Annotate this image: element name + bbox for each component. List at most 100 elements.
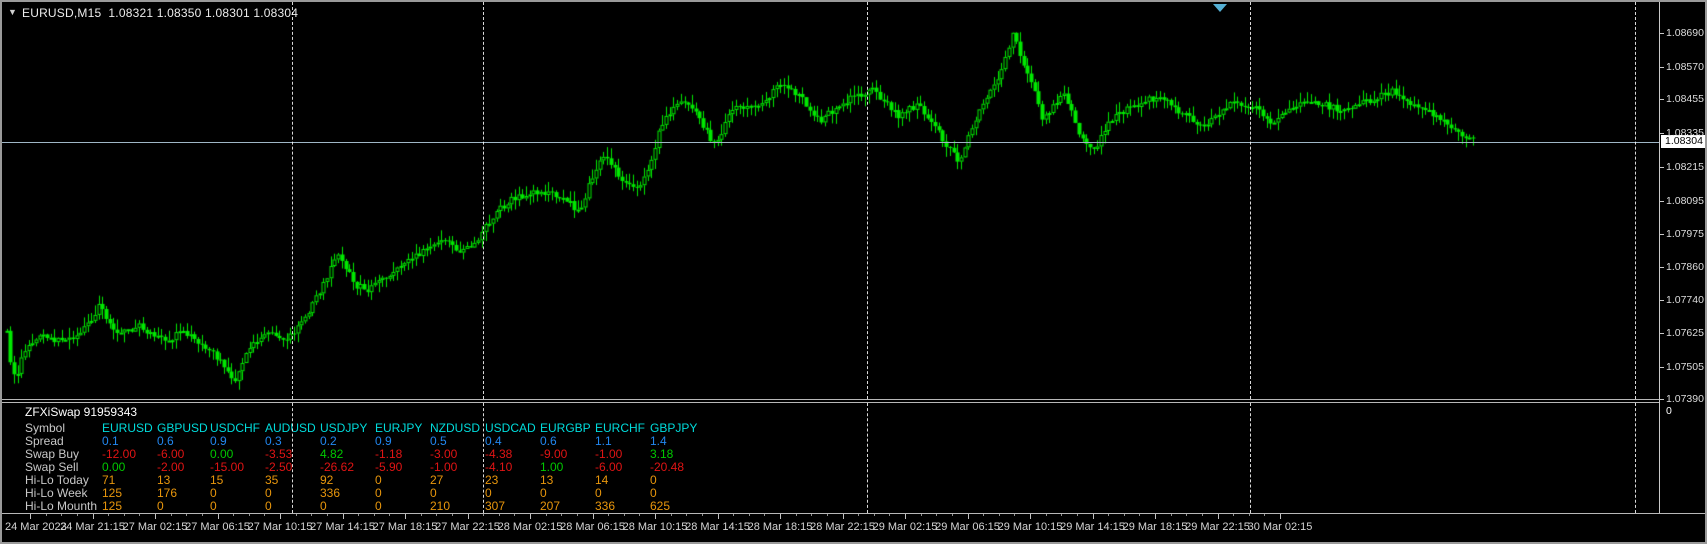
time-axis-tick <box>280 514 281 519</box>
current-price-box: 1.08304 <box>1661 135 1705 148</box>
period-separator <box>483 403 484 513</box>
price-axis-tick <box>1660 234 1664 236</box>
time-axis-label: 27 Mar 02:15 <box>122 521 188 533</box>
table-cell: -6.00 <box>595 460 623 474</box>
table-cell: NZDUSD <box>430 421 480 435</box>
price-axis-label: 1.07975 <box>1666 228 1704 241</box>
time-axis-minor-tick <box>671 514 672 516</box>
time-axis-tick <box>1280 514 1281 519</box>
table-cell: 0.2 <box>320 434 337 448</box>
table-cell: 0.00 <box>102 460 126 474</box>
table-cell: 35 <box>265 473 279 487</box>
table-row-label: Symbol <box>25 421 66 435</box>
price-axis-label: 1.07740 <box>1666 294 1704 307</box>
time-axis-minor-tick <box>811 514 812 516</box>
time-axis-minor-tick <box>608 514 609 516</box>
time-axis-minor-tick <box>264 514 265 516</box>
time-axis-minor-tick <box>1046 514 1047 516</box>
table-cell: 625 <box>650 499 671 513</box>
time-axis-minor-tick <box>1233 514 1234 516</box>
time-axis-label: 29 Mar 10:15 <box>997 521 1063 533</box>
table-cell: EURJPY <box>375 421 423 435</box>
time-axis-minor-tick <box>358 514 359 516</box>
time-axis-minor-tick <box>514 514 515 516</box>
table-cell: -4.38 <box>485 447 513 461</box>
chart-shift-marker-icon[interactable] <box>1213 4 1227 12</box>
table-cell: 23 <box>485 473 499 487</box>
time-axis-minor-tick <box>577 514 578 516</box>
table-cell: -3.00 <box>430 447 458 461</box>
time-axis-label: 28 Mar 02:15 <box>497 521 563 533</box>
time-axis-minor-tick <box>796 514 797 516</box>
table-cell: 210 <box>430 499 451 513</box>
table-cell: 336 <box>595 499 616 513</box>
price-axis-tick <box>1660 366 1664 368</box>
chart-plot-area[interactable]: ▼ EURUSD,M15 1.08321 1.08350 1.08301 1.0… <box>2 2 1659 399</box>
table-row-label: Swap Buy <box>25 447 80 461</box>
time-axis-tick <box>218 514 219 519</box>
time-axis-minor-tick <box>561 514 562 516</box>
time-axis-minor-tick <box>874 514 875 516</box>
time-axis-label: 27 Mar 06:15 <box>185 521 250 533</box>
table-cell: -20.48 <box>650 460 685 474</box>
table-cell: -2.00 <box>157 460 185 474</box>
table-cell: USDCHF <box>210 421 260 435</box>
ohlc-info-text: EURUSD,M15 1.08321 1.08350 1.08301 1.083… <box>22 6 299 20</box>
table-cell: 0 <box>210 486 217 500</box>
price-axis-tick <box>1660 266 1664 268</box>
table-cell: 125 <box>102 499 123 513</box>
period-separator <box>867 403 868 513</box>
candlestick-chart[interactable] <box>2 2 1659 399</box>
time-axis-minor-tick <box>46 514 47 516</box>
time-axis-minor-tick <box>952 514 953 516</box>
table-cell: 176 <box>157 486 178 500</box>
price-axis-tick <box>1660 66 1664 68</box>
price-axis-label: 1.08570 <box>1666 60 1704 73</box>
price-axis-label: 1.08095 <box>1666 194 1704 207</box>
table-row-label: Hi-Lo Mounth <box>25 499 98 513</box>
time-axis-minor-tick <box>1108 514 1109 516</box>
table-cell: 14 <box>595 473 609 487</box>
time-axis-minor-tick <box>827 514 828 516</box>
current-price-line <box>2 142 1659 143</box>
time-axis-tick <box>1218 514 1219 519</box>
time-axis[interactable]: 24 Mar 2023 24 Mar 21:15 27 Mar 02:15 27 Ma… <box>2 514 1705 542</box>
table-cell: 92 <box>320 473 334 487</box>
time-axis-label: 28 Mar 22:15 <box>810 521 875 533</box>
period-separator <box>867 2 868 399</box>
time-axis-minor-tick <box>1171 514 1172 516</box>
table-cell: -26.62 <box>320 460 355 474</box>
table-cell: 0 <box>375 486 382 500</box>
table-cell: GBPUSD <box>157 421 208 435</box>
time-axis-tick <box>1093 514 1094 519</box>
price-axis-tick <box>1660 99 1664 101</box>
time-axis-tick <box>155 514 156 519</box>
table-cell: 0.3 <box>265 434 282 448</box>
indicator-subwindow[interactable]: ZFXiSwap 91959343 Symbol EURUSD GBPUSD USDC… <box>2 403 1659 513</box>
time-axis-tick <box>1030 514 1031 519</box>
time-axis-minor-tick <box>374 514 375 516</box>
price-axis-label: 1.08335 <box>1666 126 1704 139</box>
time-axis-tick <box>718 514 719 519</box>
table-cell: USDJPY <box>320 421 368 435</box>
table-cell: -6.00 <box>157 447 185 461</box>
table-cell: 0 <box>375 473 382 487</box>
price-axis[interactable]: 1.08304 0 1.08690 1.08570 1.08455 1.08335 1.… <box>1659 2 1705 513</box>
table-cell: 13 <box>157 473 171 487</box>
window-splitter-top[interactable] <box>2 399 1705 400</box>
table-cell: 0 <box>210 499 217 513</box>
time-axis-label: 29 Mar 02:15 <box>872 521 938 533</box>
time-axis-minor-tick <box>311 514 312 516</box>
chart-marker-icon[interactable]: ▼ <box>8 7 17 17</box>
time-axis-tick <box>468 514 469 519</box>
period-separator <box>292 2 293 399</box>
time-axis-label: 30 Mar 02:15 <box>1247 521 1313 533</box>
period-separator <box>292 403 293 513</box>
table-cell: 125 <box>102 486 123 500</box>
price-axis-label: 1.08455 <box>1666 93 1704 106</box>
table-cell: AUDUSD <box>265 421 316 435</box>
table-cell: 0.9 <box>375 434 392 448</box>
table-cell: 0 <box>157 499 164 513</box>
window-splitter-bottom[interactable] <box>2 402 1705 403</box>
table-cell: -4.10 <box>485 460 513 474</box>
